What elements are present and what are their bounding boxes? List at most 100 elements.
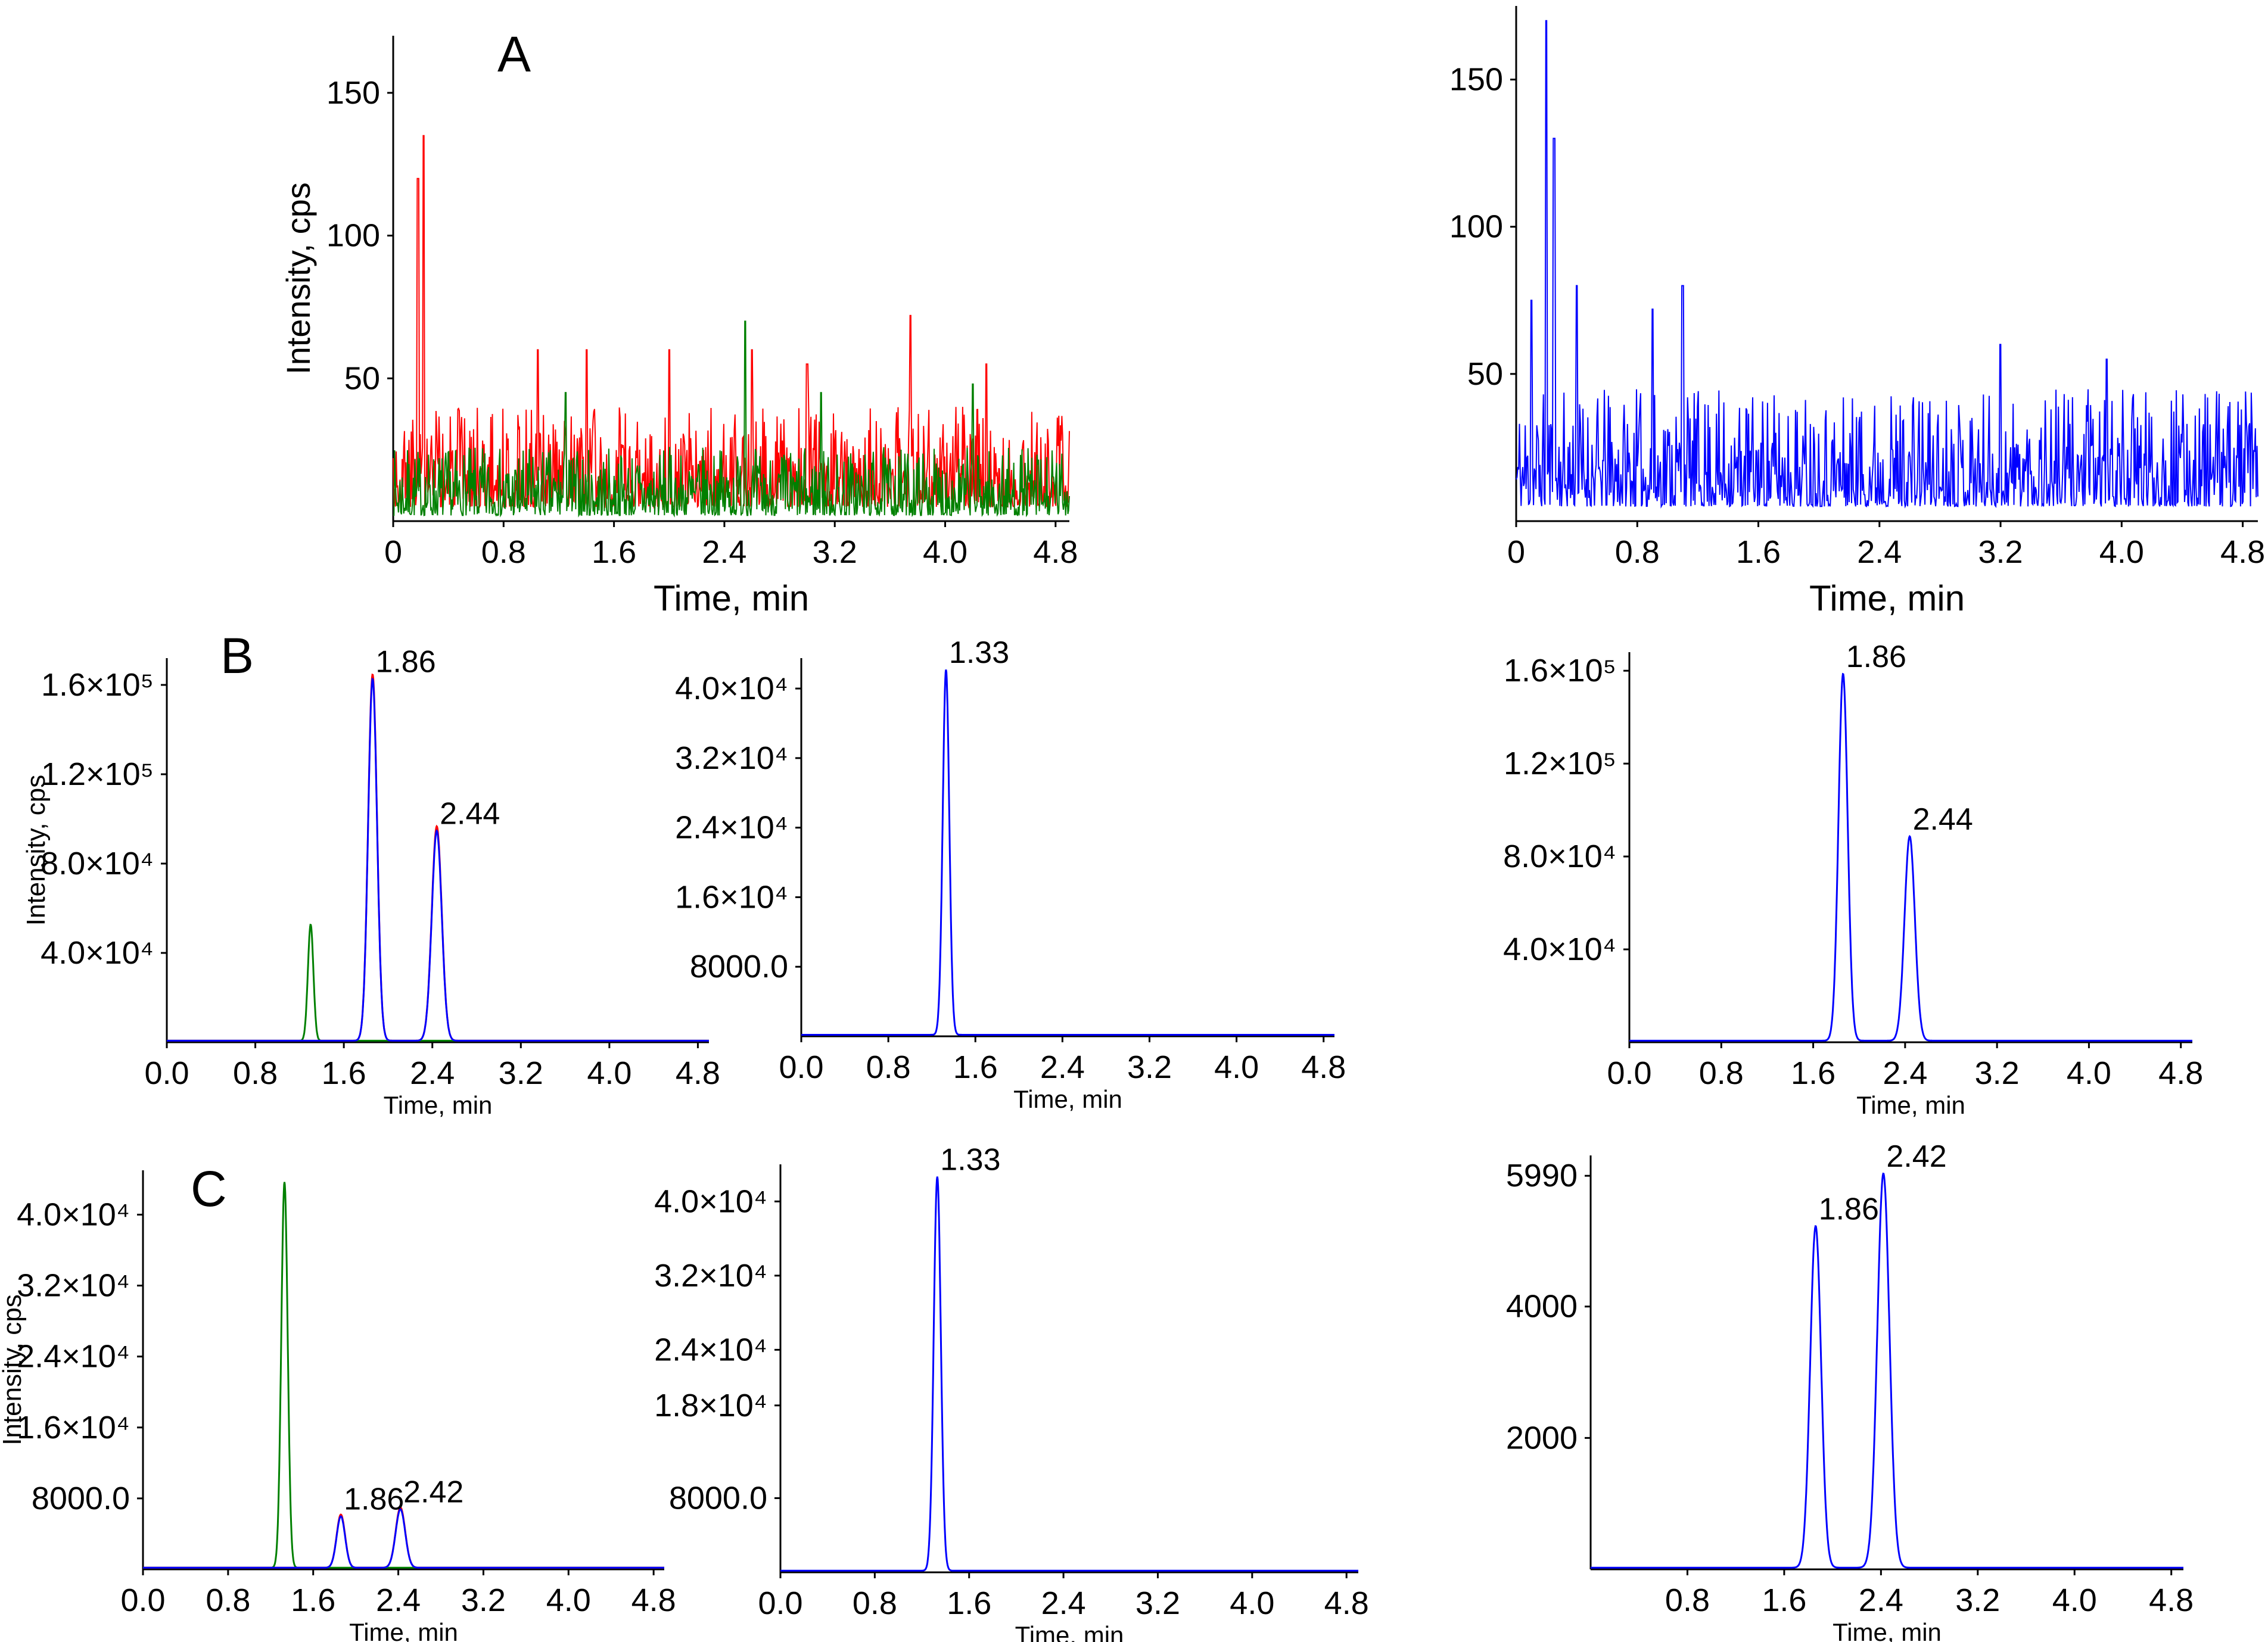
y-tick-label: 4.0×10⁴ <box>675 671 788 706</box>
x-tick-label: 3.2 <box>1978 534 2023 570</box>
x-tick-label: 0.8 <box>1615 534 1660 570</box>
x-axis-label: Time, min <box>1809 578 1965 618</box>
panel-label: A <box>497 26 531 82</box>
x-tick-label: 4.0 <box>1230 1585 1274 1621</box>
x-tick-label: 4.0 <box>546 1582 591 1618</box>
trace-green <box>393 320 1070 518</box>
y-tick-label: 1.2×10⁵ <box>1504 746 1616 781</box>
y-tick-label: 100 <box>326 218 380 254</box>
x-tick-label: 1.6 <box>1736 534 1781 570</box>
x-tick-label: 0.8 <box>233 1055 278 1091</box>
y-axis-label: Intensity, cps <box>0 1294 27 1445</box>
y-tick-label: 1.6×10⁴ <box>675 879 788 915</box>
x-tick-label: 4.8 <box>1033 534 1078 570</box>
x-tick-label: 0.8 <box>1699 1055 1744 1091</box>
x-tick-label: 4.8 <box>631 1582 676 1618</box>
y-tick-label: 100 <box>1449 209 1503 245</box>
peak-label: 1.33 <box>949 635 1009 670</box>
y-tick-label: 150 <box>1449 62 1503 98</box>
x-tick-label: 0 <box>1507 534 1525 570</box>
x-tick-label: 0.0 <box>144 1055 189 1091</box>
x-tick-label: 4.8 <box>2149 1582 2194 1618</box>
x-tick-label: 4.0 <box>2099 534 2144 570</box>
x-tick-label: 2.4 <box>1040 1049 1085 1085</box>
trace-red <box>167 673 709 1042</box>
y-tick-label: 1.8×10⁴ <box>654 1388 767 1423</box>
trace-blue <box>1591 1172 2183 1569</box>
y-tick-label: 8000.0 <box>669 1480 767 1516</box>
y-tick-label: 4.0×10⁴ <box>41 935 154 971</box>
x-tick-label: 1.6 <box>291 1582 335 1618</box>
x-tick-label: 4.0 <box>923 534 967 570</box>
x-axis-label: Time, min <box>384 1091 493 1119</box>
peak-label: 1.86 <box>375 645 435 680</box>
chart-a3: 0 0.8 1.6 2.4 3.2 4.0 4.8 50 100 150 Time, min <box>1449 6 2265 618</box>
chart-c1: 0.0 0.8 1.6 2.4 3.2 4.0 4.8 8000.0 1.6×10⁴ 2.4×10… <box>0 1161 676 1642</box>
x-tick-label: 2.4 <box>702 534 746 570</box>
trace-blue <box>167 677 709 1042</box>
y-tick-label: 3.2×10⁴ <box>654 1258 767 1294</box>
peak-label: 2.44 <box>440 797 500 831</box>
y-tick-label: 4.0×10⁴ <box>654 1183 767 1219</box>
x-tick-label: 1.6 <box>953 1049 998 1085</box>
trace-red <box>393 135 1070 509</box>
peak-label: 2.44 <box>1913 802 1973 837</box>
x-tick-label: 0.8 <box>853 1585 897 1621</box>
peak-label: 1.33 <box>940 1142 1000 1177</box>
x-tick-label: 2.4 <box>410 1055 455 1091</box>
chart-b2: 0.0 0.8 1.6 2.4 3.2 4.0 4.8 8000.0 1.6×10⁴ 2.4×10… <box>675 635 1346 1113</box>
x-axis-label: Time, min <box>349 1618 458 1642</box>
x-tick-label: 4.0 <box>587 1055 631 1091</box>
y-tick-label: 4000 <box>1506 1289 1578 1325</box>
chart-b3: 0.0 0.8 1.6 2.4 3.2 4.0 4.8 4.0×10⁴ 8.0×10⁴ 1.2×1… <box>1503 640 2203 1119</box>
x-tick-label: 3.2 <box>1135 1585 1180 1621</box>
x-tick-label: 0.0 <box>1607 1055 1651 1091</box>
y-tick-label: 8000.0 <box>690 949 788 984</box>
x-tick-label: 2.4 <box>1041 1585 1086 1621</box>
x-tick-label: 1.6 <box>1791 1055 1835 1091</box>
y-tick-label: 1.6×10⁵ <box>41 667 154 703</box>
y-tick-label: 3.2×10⁴ <box>675 740 788 776</box>
y-tick-label: 5990 <box>1506 1158 1578 1194</box>
x-tick-label: 2.4 <box>1859 1582 1903 1618</box>
y-tick-label: 4.0×10⁴ <box>17 1197 130 1232</box>
x-tick-label: 3.2 <box>1127 1049 1172 1085</box>
x-tick-label: 0.0 <box>779 1049 823 1085</box>
peak-label: 2.42 <box>403 1475 463 1510</box>
x-tick-label: 4.0 <box>2067 1055 2111 1091</box>
x-tick-label: 4.0 <box>2052 1582 2097 1618</box>
x-tick-label: 4.8 <box>1301 1049 1346 1085</box>
x-tick-label: 1.6 <box>947 1585 991 1621</box>
x-axis-label: Time, min <box>1856 1091 1965 1119</box>
y-axis-label: Intensity, cps <box>21 775 51 926</box>
peak-label: 1.86 <box>344 1482 404 1517</box>
y-tick-label: 8.0×10⁴ <box>41 846 154 881</box>
x-axis-label: Time, min <box>1013 1085 1122 1113</box>
x-tick-label: 2.4 <box>1883 1055 1927 1091</box>
y-tick-label: 8.0×10⁴ <box>1503 839 1616 874</box>
panel-label: C <box>191 1161 227 1217</box>
panel-label: B <box>220 628 254 684</box>
peak-label: 1.86 <box>1846 640 1906 674</box>
x-tick-label: 0.8 <box>866 1049 911 1085</box>
y-tick-label: 2.4×10⁴ <box>675 810 788 846</box>
x-tick-label: 4.0 <box>1214 1049 1259 1085</box>
x-tick-label: 1.6 <box>1762 1582 1806 1618</box>
x-tick-label: 4.8 <box>1324 1585 1369 1621</box>
y-tick-label: 3.2×10⁴ <box>17 1268 130 1304</box>
x-tick-label: 3.2 <box>813 534 857 570</box>
x-tick-label: 4.8 <box>2158 1055 2203 1091</box>
x-tick-label: 0.8 <box>1665 1582 1710 1618</box>
x-axis-label: Time, min <box>654 578 809 618</box>
x-tick-label: 0.0 <box>758 1585 802 1621</box>
trace-blue <box>1516 20 2258 509</box>
x-tick-label: 4.8 <box>676 1055 720 1091</box>
x-axis-label: Time, min <box>1015 1621 1124 1642</box>
y-tick-label: 4.0×10⁴ <box>1503 931 1616 967</box>
x-tick-label: 1.6 <box>322 1055 366 1091</box>
trace-blue <box>780 1176 1358 1572</box>
y-tick-label: 2.4×10⁴ <box>17 1339 130 1375</box>
y-tick-label: 1.6×10⁵ <box>1504 653 1616 688</box>
x-tick-label: 1.6 <box>592 534 636 570</box>
